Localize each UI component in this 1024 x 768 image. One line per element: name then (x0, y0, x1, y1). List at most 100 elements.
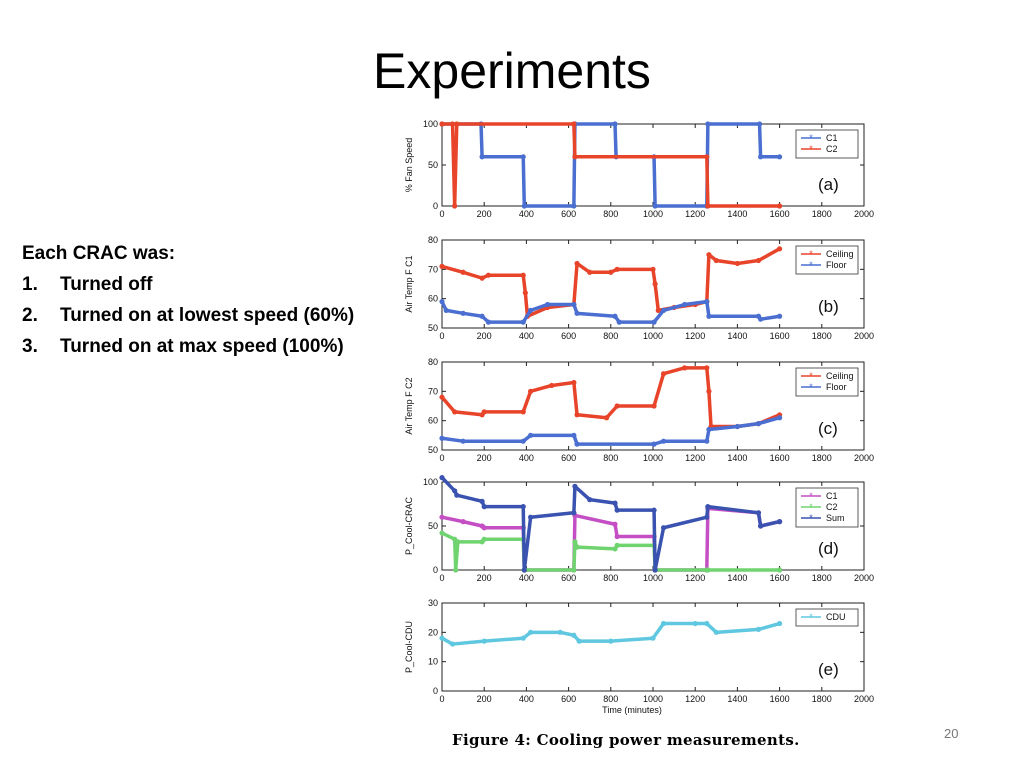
x-tick-label: 600 (561, 209, 576, 219)
figure-caption: Figure 4: Cooling power measurements. (452, 731, 800, 749)
data-point (777, 620, 783, 627)
x-tick-label: 1000 (643, 331, 663, 341)
data-point (660, 525, 667, 531)
y-tick-label: 80 (428, 357, 438, 367)
data-point (682, 301, 688, 308)
y-tick-label: 80 (428, 235, 438, 245)
x-tick-label: 1000 (643, 453, 663, 463)
y-tick-label: 30 (428, 598, 438, 608)
x-tick-label: 1600 (770, 453, 790, 463)
data-point (528, 307, 534, 313)
legend-marker: * (809, 260, 813, 270)
legend-label: C2 (826, 144, 838, 154)
data-point (756, 121, 763, 127)
data-point (481, 638, 487, 644)
x-tick-label: 1200 (685, 209, 705, 219)
legend-label: C1 (826, 491, 838, 501)
data-point (572, 154, 578, 160)
data-point (777, 203, 783, 209)
data-point (571, 203, 577, 209)
data-point (452, 488, 458, 494)
legend-marker: * (809, 371, 813, 381)
series-line (440, 366, 781, 429)
panel-label: (c) (818, 419, 838, 438)
x-tick-label: 600 (561, 573, 576, 583)
x-tick-label: 1400 (727, 331, 747, 341)
x-tick-label: 1400 (727, 694, 747, 704)
x-tick-label: 800 (603, 573, 618, 583)
y-axis-label: % Fan Speed (404, 138, 414, 193)
bullet-heading: Each CRAC was: (22, 243, 176, 264)
y-tick-label: 100 (423, 477, 438, 487)
data-point (521, 203, 527, 209)
data-point (439, 299, 445, 305)
data-point (650, 266, 656, 272)
data-point (572, 539, 578, 545)
data-point (571, 121, 577, 127)
data-point (734, 260, 740, 267)
x-tick-label: 1200 (685, 453, 705, 463)
data-point (571, 301, 577, 308)
x-tick-label: 400 (519, 453, 534, 463)
series-line (441, 531, 780, 572)
x-tick-label: 1200 (685, 694, 705, 704)
y-tick-label: 0 (433, 201, 438, 211)
slide-number: 20 (944, 726, 959, 741)
data-point (528, 629, 534, 635)
x-tick-label: 600 (561, 453, 576, 463)
data-point (479, 154, 485, 160)
data-point (481, 525, 487, 531)
y-tick-label: 20 (428, 627, 438, 637)
data-point (682, 365, 688, 371)
data-point (704, 438, 710, 444)
data-point (479, 498, 485, 504)
data-point (652, 203, 658, 209)
data-point (612, 313, 618, 319)
data-point (651, 507, 657, 513)
legend-label: C2 (826, 502, 838, 512)
x-tick-label: 1400 (727, 209, 747, 219)
data-point (713, 257, 719, 264)
x-tick-label: 200 (477, 209, 492, 219)
data-point (574, 260, 580, 267)
x-tick-label: 1400 (727, 573, 747, 583)
data-point (528, 388, 534, 394)
data-point (755, 510, 762, 516)
data-point (443, 307, 449, 313)
data-point (706, 426, 712, 433)
data-point (439, 635, 445, 641)
data-point (520, 319, 526, 325)
data-point (485, 272, 492, 278)
data-point (521, 567, 527, 573)
x-tick-label: 400 (519, 694, 534, 704)
x-tick-label: 400 (519, 573, 534, 583)
x-tick-label: 1600 (770, 573, 790, 583)
data-point (704, 154, 710, 160)
bullet-item-1: 1. Turned off (22, 269, 354, 300)
data-point (455, 539, 461, 545)
data-point (614, 507, 620, 513)
legend-label: Ceiling (826, 371, 854, 381)
data-point (758, 523, 764, 529)
bullet-number: 2. (22, 305, 38, 326)
data-point (755, 421, 762, 427)
y-tick-label: 70 (428, 386, 438, 396)
data-point (571, 432, 577, 438)
x-tick-label: 200 (477, 573, 492, 583)
x-tick-label: 400 (519, 331, 534, 341)
x-tick-label: 2000 (854, 209, 874, 219)
data-point (706, 252, 712, 258)
series-line (441, 621, 781, 646)
y-axis-label: Air Temp F C2 (404, 377, 414, 434)
data-point (614, 542, 620, 548)
bullet-text: Turned on at lowest speed (60%) (60, 305, 355, 326)
data-point (603, 415, 610, 421)
data-point (571, 632, 577, 638)
data-point (704, 514, 710, 520)
bullet-item-2: 2. Turned on at lowest speed (60%) (22, 300, 354, 331)
legend-box (795, 129, 859, 159)
x-tick-label: 1400 (727, 453, 747, 463)
data-point (439, 394, 445, 400)
x-tick-label: 1800 (812, 331, 832, 341)
data-point (571, 567, 577, 573)
